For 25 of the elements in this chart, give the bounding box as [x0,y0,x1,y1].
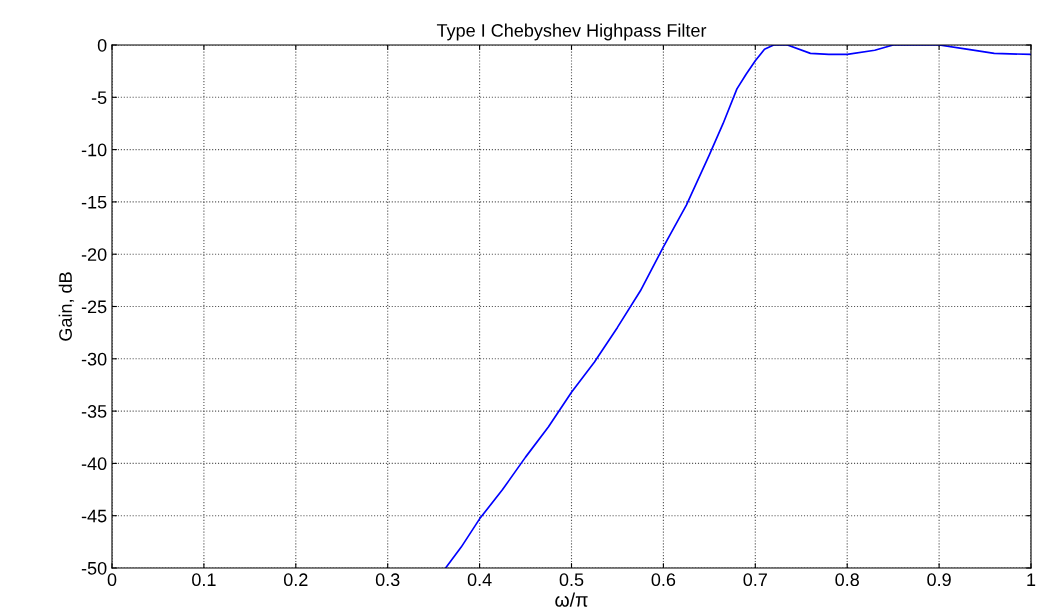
y-tick-label: -25 [81,300,107,314]
x-tick-label: 1 [1027,573,1036,586]
x-tick-label: 0.1 [192,573,216,587]
chart-title: Type I Chebyshev Highpass Filter [436,23,707,41]
x-tick-label: 0.8 [835,573,859,587]
y-tick-label: -45 [81,509,107,523]
y-tick-label: -15 [81,196,107,209]
x-tick-label: 0.5 [559,573,584,587]
x-tick-label: 0.7 [743,573,767,587]
y-tick-label: -30 [81,352,107,366]
y-axis-title: Gain, dB [58,272,75,341]
x-tick-label: 0 [107,573,117,587]
y-tick-label: -20 [81,248,107,261]
y-tick-label: -35 [81,405,107,418]
y-tick-label: 0 [97,38,107,52]
x-tick-label: 0.9 [927,573,951,587]
y-tick-label: -50 [81,561,107,575]
x-tick-label: 0.6 [651,573,676,587]
x-tick-label: 0.4 [467,573,492,587]
y-tick-label: -10 [81,143,107,157]
y-tick-label: -5 [91,91,107,105]
x-axis-title: ω/π [555,592,588,607]
x-tick-label: 0.3 [375,573,400,587]
y-tick-label: -40 [81,457,107,471]
x-tick-label: 0.2 [283,573,308,587]
